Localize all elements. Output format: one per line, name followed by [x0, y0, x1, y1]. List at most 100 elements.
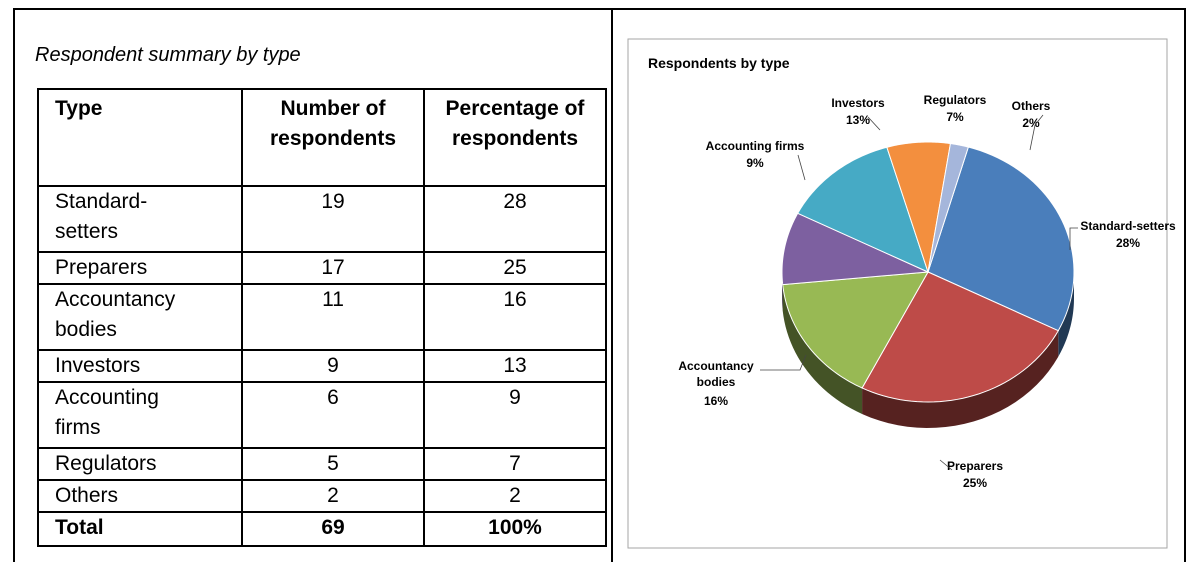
slice	[782, 271, 929, 389]
value-label: 28%	[1116, 236, 1140, 250]
slice-side	[862, 330, 1059, 428]
table-cell: 2	[423, 479, 607, 513]
value-label: 7%	[946, 110, 964, 124]
caption: Respondent summary by type	[35, 44, 301, 66]
cell-text: 7	[509, 452, 521, 475]
slice	[927, 142, 969, 273]
leader-line	[867, 116, 881, 131]
table-row: Total 69 100%	[37, 511, 607, 547]
cell-text: Preparers	[55, 256, 148, 279]
leader-line	[760, 354, 807, 371]
leader-line	[939, 459, 953, 471]
table-cell: Accountancy bodies	[37, 283, 243, 351]
value-label: 9%	[746, 156, 764, 170]
table-cell: Standard-setters	[37, 185, 243, 253]
table-row: Others 2 2	[37, 479, 607, 513]
table-row: Standard-setters 19 28	[37, 185, 607, 253]
cell-text: 2	[327, 484, 339, 507]
slice-label: Preparers	[947, 459, 1003, 473]
table-cell: 17	[241, 251, 425, 285]
cell-text: Percentage of respondents	[445, 97, 585, 150]
slice	[861, 271, 1059, 403]
slice-label: Regulators	[924, 93, 987, 107]
value-label: 13%	[846, 113, 870, 127]
cell-text: 17	[321, 256, 345, 279]
table-cell: Number of respondents	[241, 88, 425, 187]
frame-top	[13, 8, 1186, 10]
cell-text: Accounting firms	[55, 386, 159, 439]
cell-text: 2	[509, 484, 521, 507]
table-cell: 6	[241, 381, 425, 449]
cell-text: Number of respondents	[269, 97, 397, 150]
table-cell: Preparers	[37, 251, 243, 285]
table-cell: 9	[241, 349, 425, 383]
table-row: Type Number of respondents Percentage of r…	[37, 88, 607, 187]
table-cell: Investors	[37, 349, 243, 383]
slice-label: Investors	[831, 96, 885, 110]
cell-text: 6	[327, 386, 339, 409]
frame-middle	[611, 8, 613, 562]
cell-text: 11	[322, 288, 344, 311]
table-cell: 100%	[423, 511, 607, 547]
cell-text: 16	[503, 288, 527, 311]
cell-text: 100%	[488, 516, 542, 539]
frame-left	[13, 8, 15, 562]
slice-label: Accountancy bodies	[678, 359, 754, 389]
table-cell: Accounting firms	[37, 381, 243, 449]
table-cell: 28	[423, 185, 607, 253]
value-label: 2%	[1022, 116, 1040, 130]
respondent-table: Type Number of respondents Percentage of r…	[37, 88, 607, 547]
table-cell: 13	[423, 349, 607, 383]
slice-side	[782, 284, 863, 414]
value-label: 25%	[963, 476, 987, 490]
cell-text: Others	[55, 484, 119, 507]
table-cell: Others	[37, 479, 243, 513]
leader-line	[1029, 114, 1044, 151]
table-cell: 69	[241, 511, 425, 547]
cell-text: Type	[55, 97, 103, 120]
cell-text: 69	[321, 516, 345, 539]
table-cell: 5	[241, 447, 425, 481]
slice	[781, 212, 930, 286]
table-cell: 11	[241, 283, 425, 351]
cell-text: Total	[55, 516, 104, 539]
leader-line	[797, 154, 806, 181]
table-cell: 19	[241, 185, 425, 253]
cell-text: 9	[509, 386, 521, 409]
table-row: Investors 9 13	[37, 349, 607, 383]
table-cell: Regulators	[37, 447, 243, 481]
cell-text: Regulators	[55, 452, 157, 475]
table-row: Accountancy bodies 11 16	[37, 283, 607, 351]
table-cell: 16	[423, 283, 607, 351]
leader-line	[1069, 227, 1078, 250]
cell-text: Standard-setters	[55, 190, 148, 243]
slice	[927, 146, 1075, 332]
value-label: 16%	[704, 394, 728, 408]
table-row: Regulators 5 7	[37, 447, 607, 481]
cell-text: 13	[503, 354, 527, 377]
cell-text: 5	[327, 452, 339, 475]
table-row: Preparers 17 25	[37, 251, 607, 285]
table-cell: Percentage of respondents	[423, 88, 607, 187]
slice	[797, 146, 929, 273]
table-cell: 25	[423, 251, 607, 285]
chart-title: Respondents by type	[648, 55, 790, 71]
cell-text: 28	[503, 190, 527, 213]
frame-right	[1184, 8, 1186, 562]
table-cell: Total	[37, 511, 243, 547]
cell-text: 25	[503, 256, 527, 279]
table-row: Accounting firms 6 9	[37, 381, 607, 449]
slice-label: Standard-setters	[1080, 219, 1176, 233]
cell-text: Investors	[55, 354, 141, 377]
table-cell: 2	[241, 479, 425, 513]
cell-text: Accountancy bodies	[55, 288, 176, 341]
table-cell: 7	[423, 447, 607, 481]
table-cell: Type	[37, 88, 243, 187]
cell-text: 9	[327, 354, 339, 377]
slice-label: Accounting firms	[706, 139, 805, 153]
cell-text: 19	[321, 190, 345, 213]
slice-label: Others	[1012, 99, 1051, 113]
table-cell: 9	[423, 381, 607, 449]
